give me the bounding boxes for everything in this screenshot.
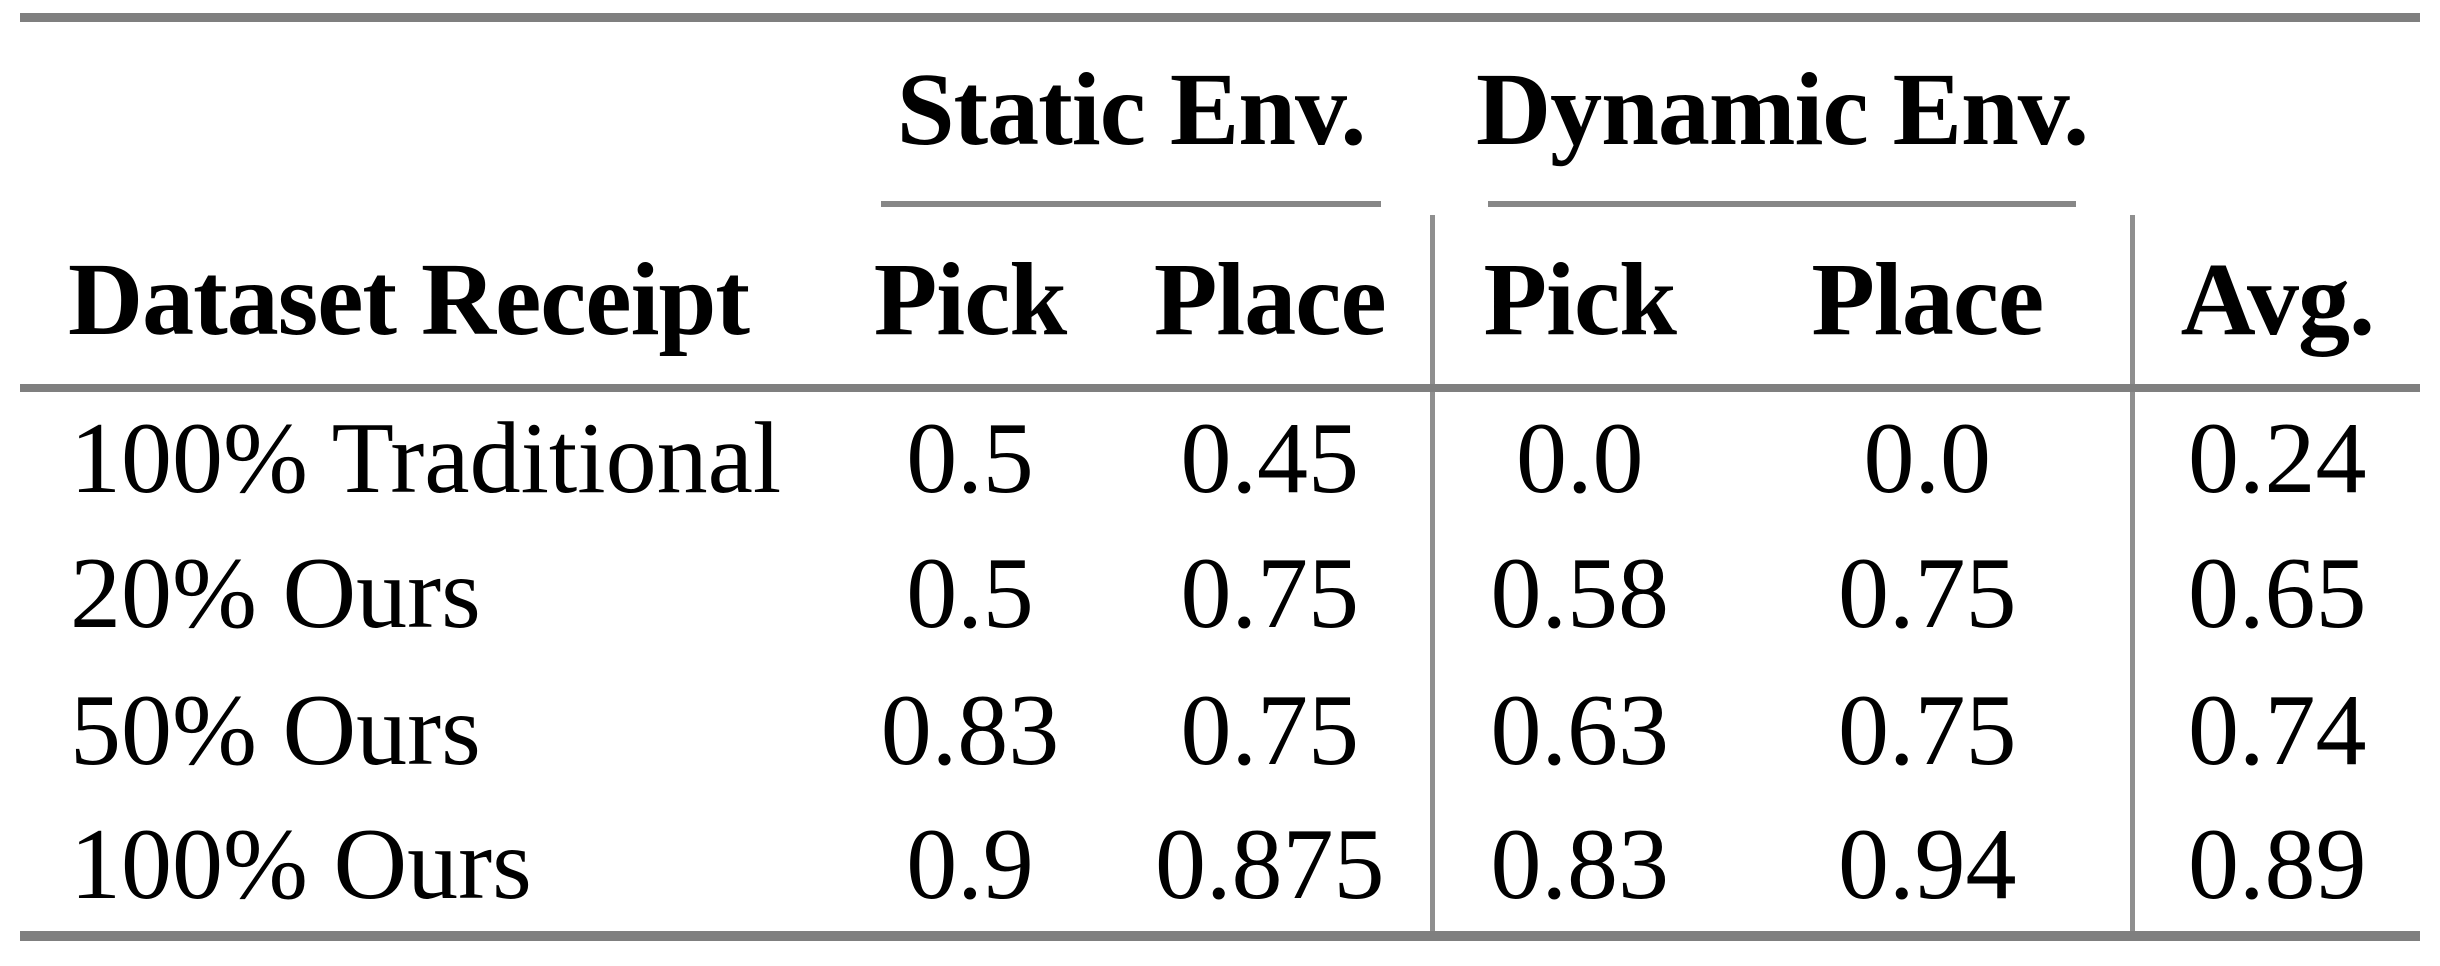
col-header-static-place: Place (1110, 215, 1433, 392)
value-cell: 0.875 (1155, 808, 1385, 921)
value-cell: 0.74 (2129, 662, 2421, 799)
table-row: 20% Ours 0.5 0.75 0.58 0.75 0.65 (20, 525, 2421, 662)
col-header-dynamic-place: Place (1725, 215, 2133, 392)
value-cell: 0.9 (906, 808, 1034, 921)
static-env-group-label: Static Env. (896, 52, 1367, 167)
column-header-row: Dataset Receipt Pick Place Pick Place Av… (20, 215, 2421, 392)
table-row: 50% Ours 0.83 0.75 0.63 0.75 0.74 (20, 662, 2421, 799)
value-cell: 0.63 (1429, 662, 1726, 799)
value-cell: 0.24 (2129, 388, 2421, 525)
value-cell: 0.5 (906, 536, 1034, 650)
col-header-static-pick: Pick (830, 215, 1110, 392)
value-cell: 0.0 (1863, 401, 1992, 515)
column-group-row: Static Env. Dynamic Env. (20, 18, 2420, 216)
value-cell: 0.75 (1180, 536, 1360, 650)
row-label-cell: 100% Ours (70, 808, 532, 921)
group-spacer-avg (2132, 18, 2420, 216)
value-cell: 0.83 (1429, 799, 1726, 936)
col-header-dataset-receipt: Dataset Receipt (20, 215, 830, 392)
value-cell: 0.94 (1838, 808, 2017, 921)
row-label-cell: 100% Traditional (70, 401, 782, 515)
paper-table-figure: Static Env. Dynamic Env. Dataset Receipt… (20, 13, 2421, 941)
value-cell: 0.65 (2129, 525, 2421, 662)
value-cell: 0.75 (1838, 536, 2017, 650)
col-header-dynamic-pick: Pick (1429, 215, 1726, 392)
table-row: 100% Traditional 0.5 0.45 0.0 0.0 0.24 (20, 388, 2421, 525)
static-env-cmidrule (881, 201, 1381, 207)
value-cell: 0.89 (2129, 799, 2421, 936)
value-cell: 0.5 (906, 401, 1034, 515)
results-table: Static Env. Dynamic Env. Dataset Receipt… (20, 13, 2421, 941)
dynamic-env-group-label: Dynamic Env. (1475, 52, 2089, 167)
table-row: 100% Ours 0.9 0.875 0.83 0.94 0.89 (20, 799, 2421, 936)
value-cell: 0.58 (1429, 525, 1726, 662)
value-cell: 0.75 (1838, 673, 2017, 787)
col-group-static-env: Static Env. (830, 18, 1432, 216)
value-cell: 0.83 (880, 673, 1060, 787)
group-spacer-dataset (20, 18, 830, 216)
row-label-cell: 20% Ours (70, 536, 481, 650)
value-cell: 0.0 (1429, 388, 1726, 525)
col-group-dynamic-env: Dynamic Env. (1432, 18, 2132, 216)
row-label-cell: 50% Ours (70, 673, 481, 787)
dynamic-env-cmidrule (1488, 201, 2077, 207)
value-cell: 0.45 (1180, 401, 1360, 515)
col-header-avg: Avg. (2129, 215, 2421, 392)
value-cell: 0.75 (1180, 673, 1360, 787)
